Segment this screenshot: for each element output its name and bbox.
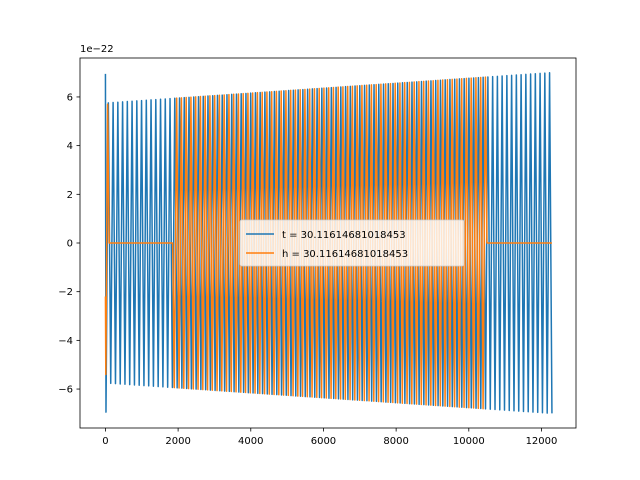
y-tick-label: −6	[58, 385, 73, 396]
x-tick-label: 4000	[238, 436, 263, 447]
y-tick-label: 4	[67, 141, 73, 152]
y-tick-label: 6	[67, 92, 73, 103]
y-tick-label: −4	[58, 336, 73, 347]
x-tick-label: 0	[102, 436, 108, 447]
legend: t = 30.11614681018453 h = 30.116146810184…	[239, 219, 465, 267]
y-tick-label: 0	[67, 239, 73, 250]
y-tick-label: 2	[67, 190, 73, 201]
y-scale-label: 1e−22	[80, 44, 114, 55]
x-tick-label: 6000	[311, 436, 336, 447]
x-tick-label: 8000	[383, 436, 408, 447]
y-tick-label: −2	[58, 287, 73, 298]
x-axis: 0 2000 4000 6000 8000 10000 12000	[102, 428, 557, 447]
legend-box	[239, 219, 465, 267]
x-tick-label: 12000	[526, 436, 558, 447]
y-axis: −6 −4 −2 0 2 4 6	[58, 92, 80, 396]
legend-label: h = 30.11614681018453	[282, 249, 408, 260]
series-line-h	[104, 76, 552, 410]
x-tick-label: 2000	[165, 436, 190, 447]
x-tick-label: 10000	[453, 436, 485, 447]
legend-label: t = 30.11614681018453	[282, 230, 406, 241]
